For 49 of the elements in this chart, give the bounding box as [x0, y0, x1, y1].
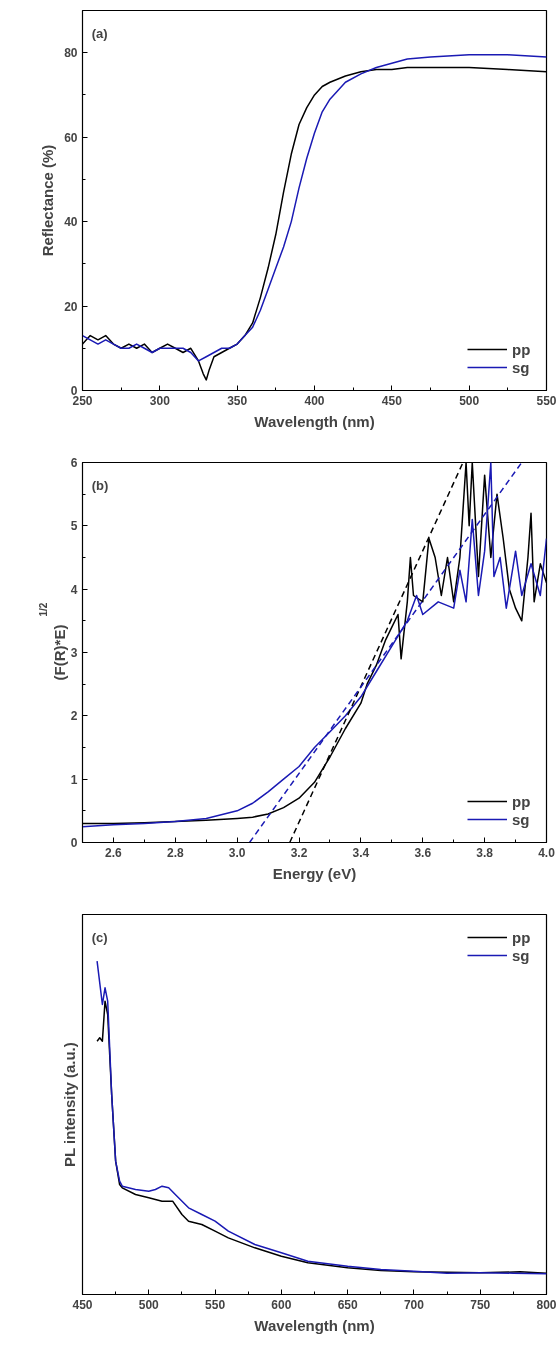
y-tick-label: 60: [64, 130, 78, 145]
y-tick-label: 3: [70, 646, 78, 660]
y-tick-label: 0: [70, 384, 78, 398]
y-tick-label: 5: [70, 519, 78, 534]
y-tick-label: 80: [64, 46, 78, 61]
legend-label: sg: [512, 358, 531, 376]
x-tick-label: 300: [149, 393, 171, 408]
y-tick-label: 1: [70, 772, 78, 787]
y-axis-title: (F(R)*E)1/2: [37, 602, 68, 681]
x-axis-title: Energy (eV): [272, 864, 357, 882]
annotation: (a): [91, 25, 108, 41]
y-tick-label: 2: [70, 709, 78, 724]
x-tick-label: 650: [337, 1297, 358, 1312]
legend-label: pp: [512, 340, 532, 358]
annotation: (b): [91, 477, 109, 493]
x-tick-label: 2.8: [166, 845, 184, 860]
legend-label: sg: [512, 946, 531, 964]
y-tick-label: 0: [70, 836, 78, 850]
x-tick-label: 400: [304, 393, 325, 408]
x-tick-label: 3.4: [352, 845, 370, 860]
x-tick-label: 2.6: [105, 845, 123, 860]
text: (c): [91, 929, 108, 945]
x-tick-label: 750: [470, 1297, 491, 1312]
y-axis-title: Reflectance (%): [39, 144, 57, 257]
x-tick-label: 500: [138, 1297, 160, 1312]
x-tick-label: 4.0: [538, 845, 556, 860]
x-tick-label: 700: [403, 1297, 425, 1312]
x-tick-label: 3.2: [290, 845, 308, 860]
x-tick-label: 450: [381, 393, 403, 408]
x-tick-label: 600: [271, 1297, 292, 1312]
legend-label: pp: [512, 928, 532, 946]
x-tick-label: 350: [227, 393, 248, 408]
x-axis-title: Wavelength (nm): [254, 1316, 375, 1334]
x-tick-label: 3.6: [414, 845, 432, 860]
x-tick-label: 800: [536, 1297, 557, 1312]
legend-label: pp: [512, 792, 532, 810]
y-tick-label: 4: [70, 582, 78, 597]
y-tick-label: 20: [64, 299, 78, 314]
x-tick-label: 450: [72, 1297, 93, 1312]
x-tick-label: 500: [459, 393, 480, 408]
x-tick-label: 550: [205, 1297, 226, 1312]
x-tick-label: 550: [536, 393, 557, 408]
y-axis-title: PL intensity (a.u.): [60, 1042, 78, 1167]
legend-label: sg: [512, 810, 531, 828]
x-axis-title: Wavelength (nm): [254, 412, 375, 430]
y-tick-label: 6: [70, 456, 78, 470]
x-tick-label: 3.0: [228, 845, 246, 860]
x-tick-label: 3.8: [476, 845, 494, 860]
y-tick-label: 40: [64, 215, 78, 230]
